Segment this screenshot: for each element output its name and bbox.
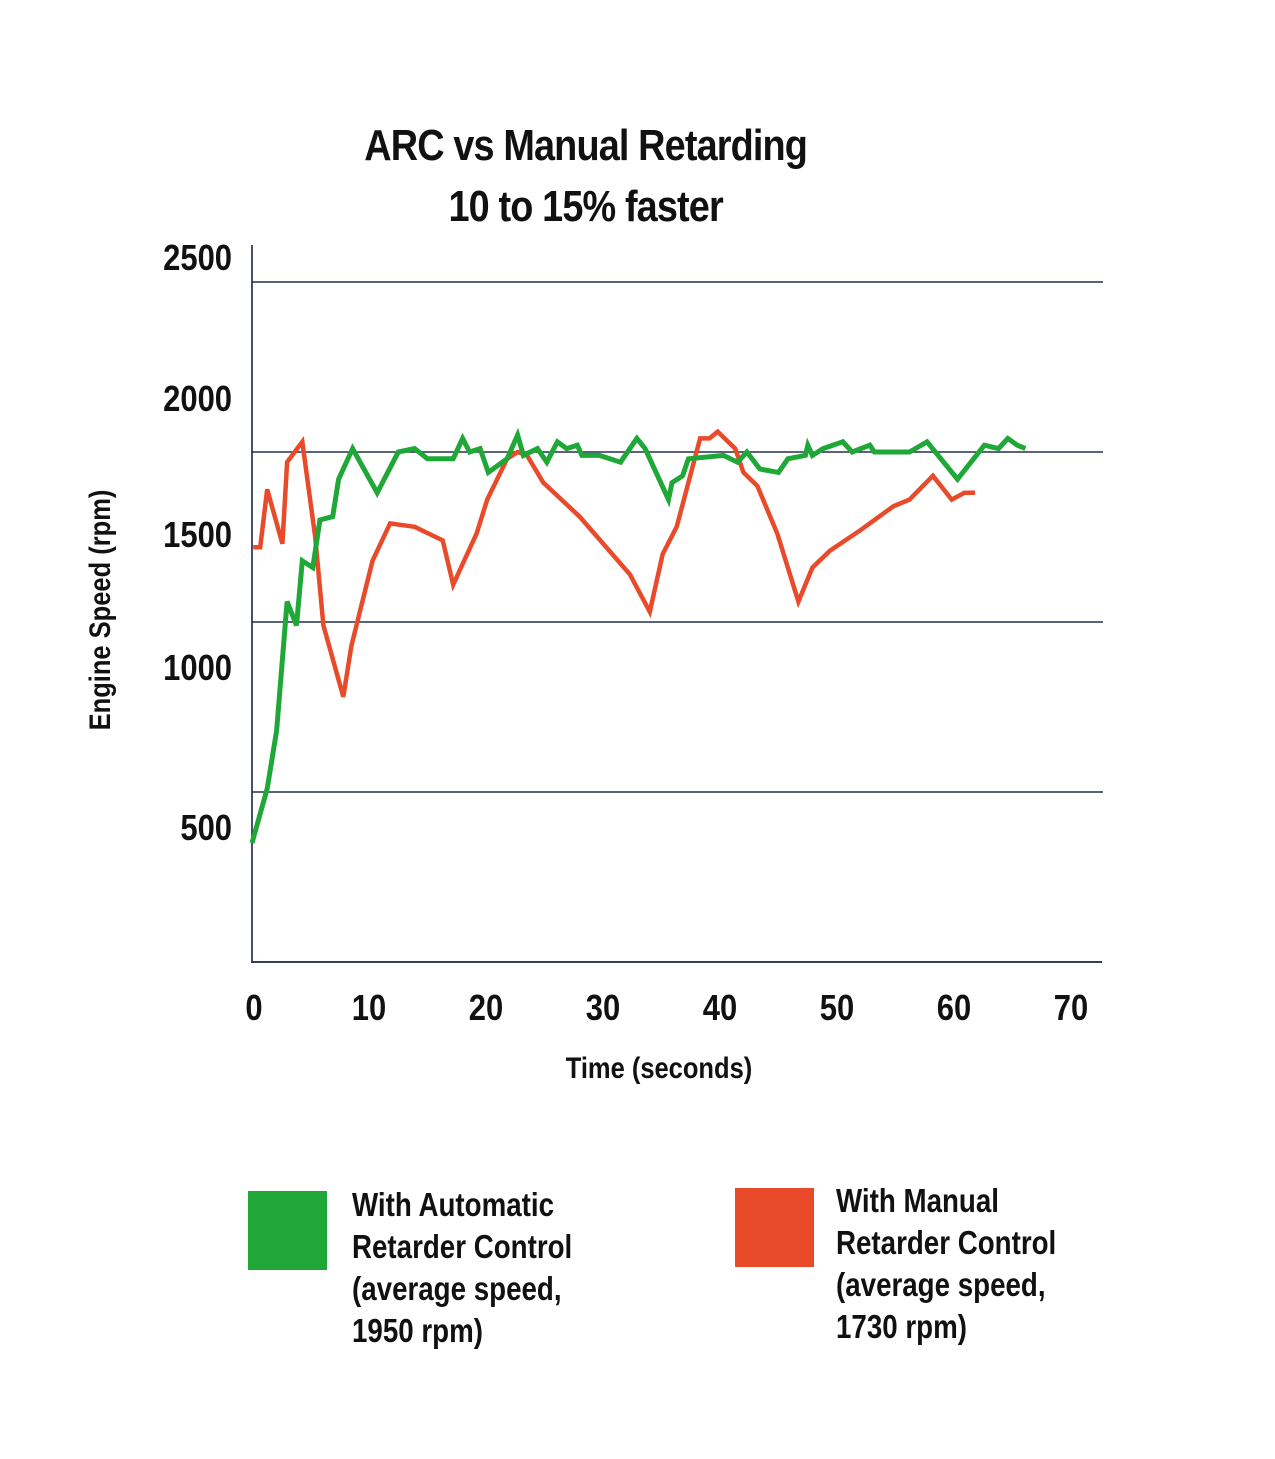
x-tick-label: 60 [937, 989, 971, 1029]
y-tick-label: 500 [180, 809, 232, 849]
x-tick-label: 0 [245, 989, 262, 1029]
y-tick-label: 2000 [163, 380, 232, 420]
gridlines [252, 281, 1103, 793]
legend-line: With Automatic [352, 1186, 554, 1223]
legend-line: Retarder Control [352, 1228, 573, 1265]
legend-line: With Manual [836, 1182, 999, 1219]
x-tick-labels: 0 10 20 30 40 50 60 70 [245, 989, 1088, 1029]
legend-line: (average speed, [352, 1270, 562, 1307]
series-manual-line [253, 428, 976, 698]
y-tick-label: 2500 [163, 239, 232, 279]
chart-title: ARC vs Manual Retarding [364, 121, 808, 170]
series-automatic-line [249, 427, 1027, 844]
x-tick-label: 50 [820, 989, 854, 1029]
y-tick-label: 1000 [163, 649, 232, 689]
series-lines [249, 427, 1027, 844]
x-tick-label: 40 [703, 989, 737, 1029]
legend-line: 1730 rpm) [836, 1308, 967, 1345]
x-tick-label: 30 [586, 989, 620, 1029]
legend-swatch-automatic [248, 1191, 327, 1270]
legend-label-automatic: With Automatic Retarder Control (average… [352, 1184, 572, 1352]
x-axis-title: Time (seconds) [566, 1051, 753, 1084]
legend-line: (average speed, [836, 1266, 1046, 1303]
y-axis-title: Engine Speed (rpm) [83, 490, 116, 731]
y-tick-labels: 2500 2000 1500 1000 500 [163, 239, 232, 849]
legend-swatch-manual [735, 1188, 814, 1267]
y-tick-label: 1500 [163, 516, 232, 556]
x-tick-label: 20 [469, 989, 503, 1029]
legend-line: 1950 rpm) [352, 1312, 483, 1349]
x-tick-label: 10 [352, 989, 386, 1029]
legend-label-manual: With Manual Retarder Control (average sp… [836, 1180, 1056, 1348]
legend-line: Retarder Control [836, 1224, 1057, 1261]
x-tick-label: 70 [1054, 989, 1088, 1029]
chart-subtitle: 10 to 15% faster [448, 182, 723, 231]
